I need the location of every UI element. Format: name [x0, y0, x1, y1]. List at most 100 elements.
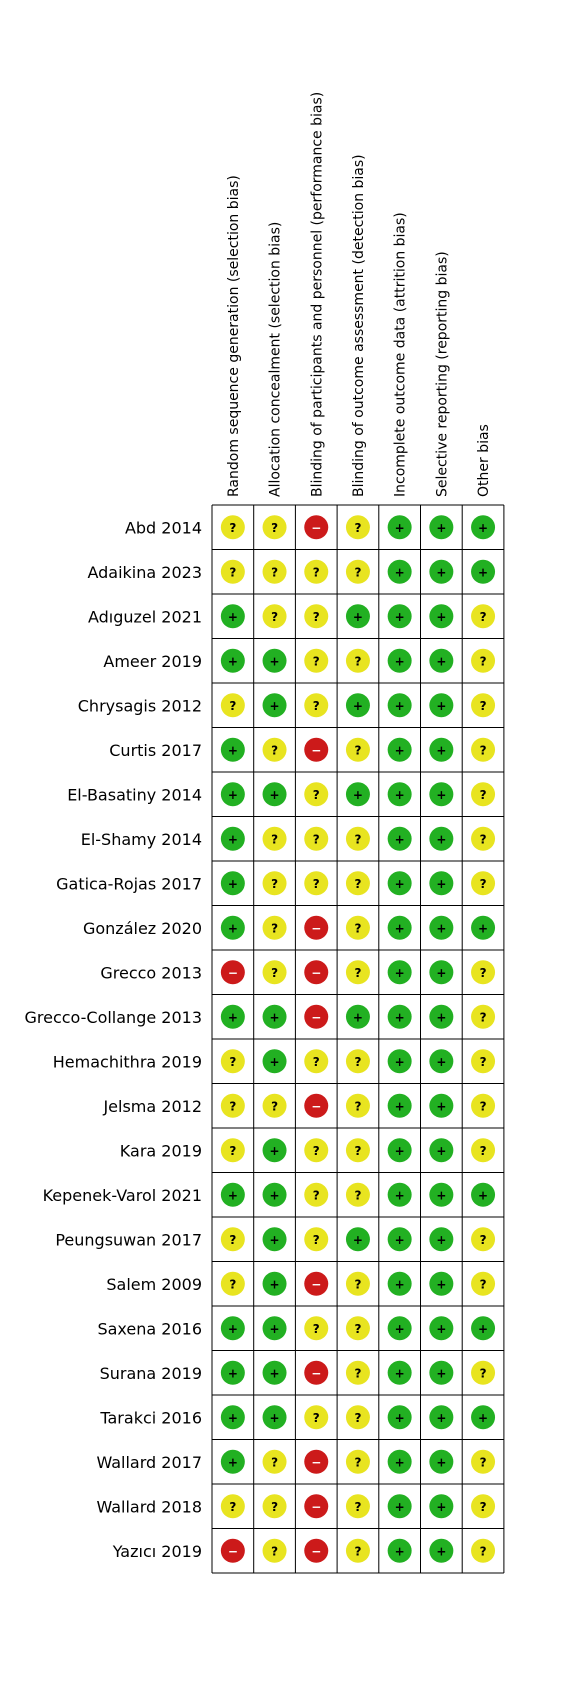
- rating-circle-unclear: [220, 1049, 245, 1074]
- rating-symbol: ?: [313, 1055, 320, 1069]
- rating-circle-unclear: [345, 1449, 370, 1474]
- rating-mark-low: +: [345, 693, 370, 718]
- rating-symbol: +: [228, 610, 238, 624]
- rating-mark-low: +: [387, 1004, 412, 1029]
- rating-circle-low: [220, 1360, 245, 1385]
- rating-mark-unclear: ?: [345, 737, 370, 762]
- rating-symbol: ?: [229, 1500, 236, 1514]
- rating-mark-unclear: ?: [471, 648, 496, 673]
- rating-symbol: +: [270, 1188, 280, 1202]
- rating-mark-low: +: [429, 782, 454, 807]
- rating-circle-high: [304, 1449, 329, 1474]
- study-label: Hemachithra 2019: [53, 1052, 202, 1071]
- rating-symbol: ?: [313, 1144, 320, 1158]
- rating-mark-low: +: [429, 1004, 454, 1029]
- rating-circle-low: [387, 782, 412, 807]
- rating-mark-low: +: [471, 1182, 496, 1207]
- rating-circle-low: [262, 1316, 287, 1341]
- rating-circle-low: [429, 1004, 454, 1029]
- rating-symbol: +: [228, 1188, 238, 1202]
- rating-symbol: ?: [271, 966, 278, 980]
- rating-mark-low: +: [220, 1449, 245, 1474]
- rating-circle-unclear: [345, 826, 370, 851]
- rating-symbol: ?: [480, 1277, 487, 1291]
- rating-circle-high: [220, 960, 245, 985]
- rating-mark-low: +: [471, 559, 496, 584]
- rating-circle-unclear: [471, 737, 496, 762]
- rating-mark-unclear: ?: [345, 648, 370, 673]
- rating-circle-unclear: [304, 826, 329, 851]
- rating-symbol: ?: [354, 743, 361, 757]
- rating-circle-unclear: [471, 1004, 496, 1029]
- rating-symbol: ?: [480, 1233, 487, 1247]
- rating-circle-unclear: [345, 1494, 370, 1519]
- rating-circle-low: [387, 1271, 412, 1296]
- rating-circle-low: [387, 1494, 412, 1519]
- rating-mark-unclear: ?: [471, 960, 496, 985]
- rating-mark-low: +: [387, 1182, 412, 1207]
- rating-symbol: +: [395, 1188, 405, 1202]
- rating-symbol: ?: [480, 1099, 487, 1113]
- rating-circle-unclear: [345, 737, 370, 762]
- rating-mark-unclear: ?: [345, 1360, 370, 1385]
- rating-mark-unclear: ?: [345, 826, 370, 851]
- rating-mark-low: +: [387, 1405, 412, 1430]
- study-label: Tarakci 2016: [99, 1408, 202, 1427]
- rating-mark-unclear: ?: [345, 871, 370, 896]
- rating-mark-unclear: ?: [262, 826, 287, 851]
- rating-circle-unclear: [471, 1360, 496, 1385]
- rating-circle-low: [262, 1360, 287, 1385]
- study-label: González 2020: [83, 919, 202, 938]
- rating-symbol: +: [478, 1411, 488, 1425]
- rating-mark-unclear: ?: [345, 1449, 370, 1474]
- rating-mark-unclear: ?: [471, 737, 496, 762]
- rating-symbol: ?: [480, 1144, 487, 1158]
- rating-circle-low: [387, 648, 412, 673]
- rating-symbol: +: [270, 1055, 280, 1069]
- rating-mark-low: +: [345, 1227, 370, 1252]
- rating-mark-high: −: [304, 1449, 329, 1474]
- rating-symbol: −: [311, 743, 321, 757]
- rating-mark-low: +: [262, 1227, 287, 1252]
- rating-mark-unclear: ?: [262, 559, 287, 584]
- rating-mark-unclear: ?: [262, 737, 287, 762]
- rating-symbol: ?: [313, 1411, 320, 1425]
- rating-circle-unclear: [304, 693, 329, 718]
- rating-circle-unclear: [262, 1494, 287, 1519]
- domain-label: Blinding of participants and personnel (…: [309, 92, 325, 497]
- rating-symbol: +: [478, 1188, 488, 1202]
- rating-symbol: +: [270, 1411, 280, 1425]
- rating-symbol: +: [395, 788, 405, 802]
- rating-mark-unclear: ?: [304, 1049, 329, 1074]
- rating-mark-low: +: [387, 604, 412, 629]
- rating-mark-low: +: [471, 515, 496, 540]
- rating-circle-unclear: [345, 515, 370, 540]
- study-label: Wallard 2018: [96, 1497, 202, 1516]
- domain-label: Allocation concealment (selection bias): [268, 222, 284, 497]
- rating-mark-unclear: ?: [262, 515, 287, 540]
- rating-circle-unclear: [471, 960, 496, 985]
- study-label: Peungsuwan 2017: [55, 1230, 202, 1249]
- rating-circle-low: [220, 1182, 245, 1207]
- rating-symbol: +: [436, 832, 446, 846]
- rating-symbol: ?: [354, 521, 361, 535]
- rating-circle-low: [387, 1405, 412, 1430]
- rating-circle-low: [220, 871, 245, 896]
- domain-label: Blinding of outcome assessment (detectio…: [351, 154, 367, 497]
- rating-mark-low: +: [429, 1138, 454, 1163]
- rating-mark-low: +: [345, 782, 370, 807]
- rating-mark-low: +: [262, 693, 287, 718]
- rating-symbol: +: [228, 1322, 238, 1336]
- rating-mark-high: −: [304, 1093, 329, 1118]
- rating-circle-low: [262, 1182, 287, 1207]
- rating-mark-high: −: [304, 1494, 329, 1519]
- study-label: Grecco 2013: [100, 963, 202, 982]
- rating-symbol: ?: [480, 1055, 487, 1069]
- rating-mark-unclear: ?: [304, 648, 329, 673]
- rating-circle-unclear: [345, 1316, 370, 1341]
- rating-mark-low: +: [387, 1316, 412, 1341]
- rating-circle-high: [304, 1271, 329, 1296]
- rating-mark-low: +: [220, 915, 245, 940]
- study-label: Saxena 2016: [97, 1319, 202, 1338]
- rating-symbol: +: [228, 788, 238, 802]
